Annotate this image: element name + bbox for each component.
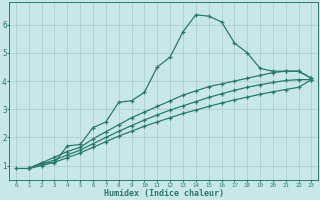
X-axis label: Humidex (Indice chaleur): Humidex (Indice chaleur) <box>104 189 224 198</box>
